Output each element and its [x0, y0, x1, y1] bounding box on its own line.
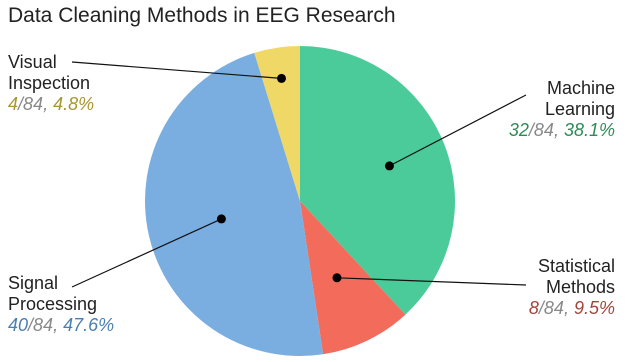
- pie-slices: [145, 46, 455, 356]
- slice-total: 84: [534, 120, 554, 140]
- slice-stat: 4/84, 4.8%: [8, 94, 94, 115]
- label-statistical-methods: Statistical Methods 8/84, 9.5%: [529, 256, 615, 319]
- slice-percent: 47.6%: [63, 315, 114, 335]
- label-machine-learning: Machine Learning 32/84, 38.1%: [509, 78, 615, 141]
- slice-name-line2: Processing: [8, 294, 114, 315]
- slice-total: 84: [544, 298, 564, 318]
- slice-count: 4: [8, 94, 18, 114]
- slice-name-line2: Inspection: [8, 73, 94, 94]
- slice-percent: 38.1%: [564, 120, 615, 140]
- slice-percent: 9.5%: [574, 298, 615, 318]
- slice-name-line2: Learning: [509, 99, 615, 120]
- slice-stat: 8/84, 9.5%: [529, 298, 615, 319]
- slice-total: 84: [23, 94, 43, 114]
- slice-total: 84: [33, 315, 53, 335]
- slice-percent: 4.8%: [53, 94, 94, 114]
- slice-stat: 40/84, 47.6%: [8, 315, 114, 336]
- slice-name-line1: Statistical: [529, 256, 615, 277]
- leader-dot: [217, 214, 226, 223]
- slice-name-line1: Signal: [8, 273, 114, 294]
- slice-count: 32: [509, 120, 529, 140]
- leader-dot: [332, 273, 341, 282]
- leader-dot: [277, 74, 286, 83]
- leader-dot: [385, 161, 394, 170]
- slice-name-line1: Visual: [8, 52, 94, 73]
- slice-stat: 32/84, 38.1%: [509, 120, 615, 141]
- slice-name-line2: Methods: [529, 277, 615, 298]
- slice-count: 40: [8, 315, 28, 335]
- label-visual-inspection: Visual Inspection 4/84, 4.8%: [8, 52, 94, 115]
- slice-count: 8: [529, 298, 539, 318]
- label-signal-processing: Signal Processing 40/84, 47.6%: [8, 273, 114, 336]
- slice-name-line1: Machine: [509, 78, 615, 99]
